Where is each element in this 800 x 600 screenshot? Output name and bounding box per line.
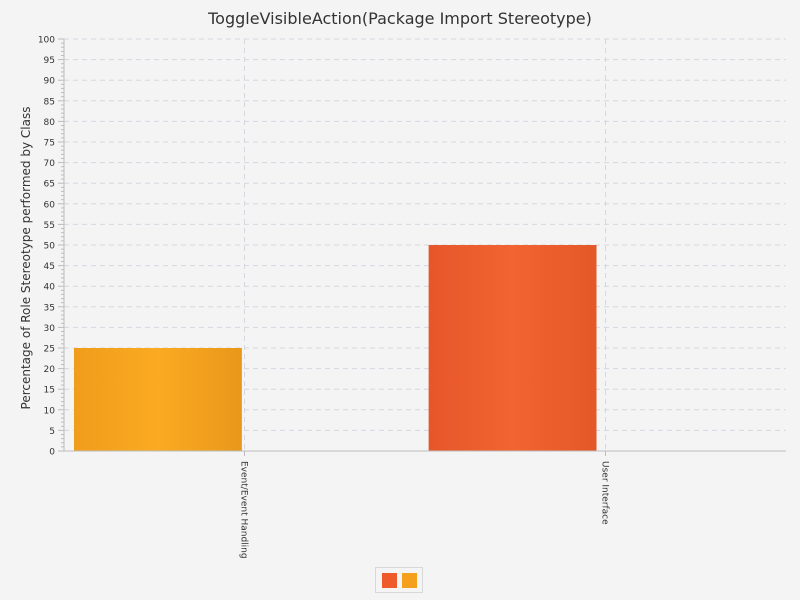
- y-tick-label: 45: [44, 262, 55, 272]
- y-tick-label: 95: [44, 56, 55, 66]
- y-tick-label: 55: [44, 221, 55, 231]
- grid: [64, 38, 786, 451]
- legend: [375, 567, 423, 593]
- y-tick-label: 100: [38, 36, 55, 46]
- y-tick-label: 35: [44, 303, 55, 313]
- y-tick-label: 20: [44, 365, 56, 375]
- y-tick-label: 40: [44, 283, 56, 293]
- y-tick-label: 0: [49, 448, 55, 458]
- legend-swatch-series-2: [401, 572, 417, 588]
- y-tick-label: 90: [44, 77, 56, 87]
- y-tick-label: 75: [44, 139, 55, 149]
- y-tick-label: 50: [44, 242, 56, 252]
- y-tick-label: 10: [44, 406, 56, 416]
- legend-swatch-series-1: [381, 572, 397, 588]
- y-tick-label: 80: [44, 118, 56, 128]
- bar-user-interface: [428, 245, 597, 451]
- bar-event-event-handling: [74, 348, 242, 451]
- bars: [74, 245, 597, 451]
- y-tick-label: 25: [44, 345, 55, 355]
- y-tick-label: 60: [44, 200, 56, 210]
- y-tick-label: 5: [49, 427, 55, 437]
- axes: 0 5 10 15 20 25 30 35 40 45 50 55 60 65 70 75 80 85 90 95 10…: [38, 36, 786, 559]
- y-axis-label: Percentage of Role Stereotype performed …: [19, 107, 33, 410]
- y-tick-label: 15: [44, 386, 55, 396]
- y-tick-label: 85: [44, 97, 55, 107]
- x-tick-label: User Interface: [600, 461, 610, 525]
- y-tick-label: 30: [44, 324, 56, 334]
- y-tick-label: 70: [44, 159, 56, 169]
- x-tick-label: Event/Event Handling: [239, 461, 249, 559]
- chart-title: ToggleVisibleAction(Package Import Stere…: [207, 9, 592, 28]
- y-tick-label: 65: [44, 180, 55, 190]
